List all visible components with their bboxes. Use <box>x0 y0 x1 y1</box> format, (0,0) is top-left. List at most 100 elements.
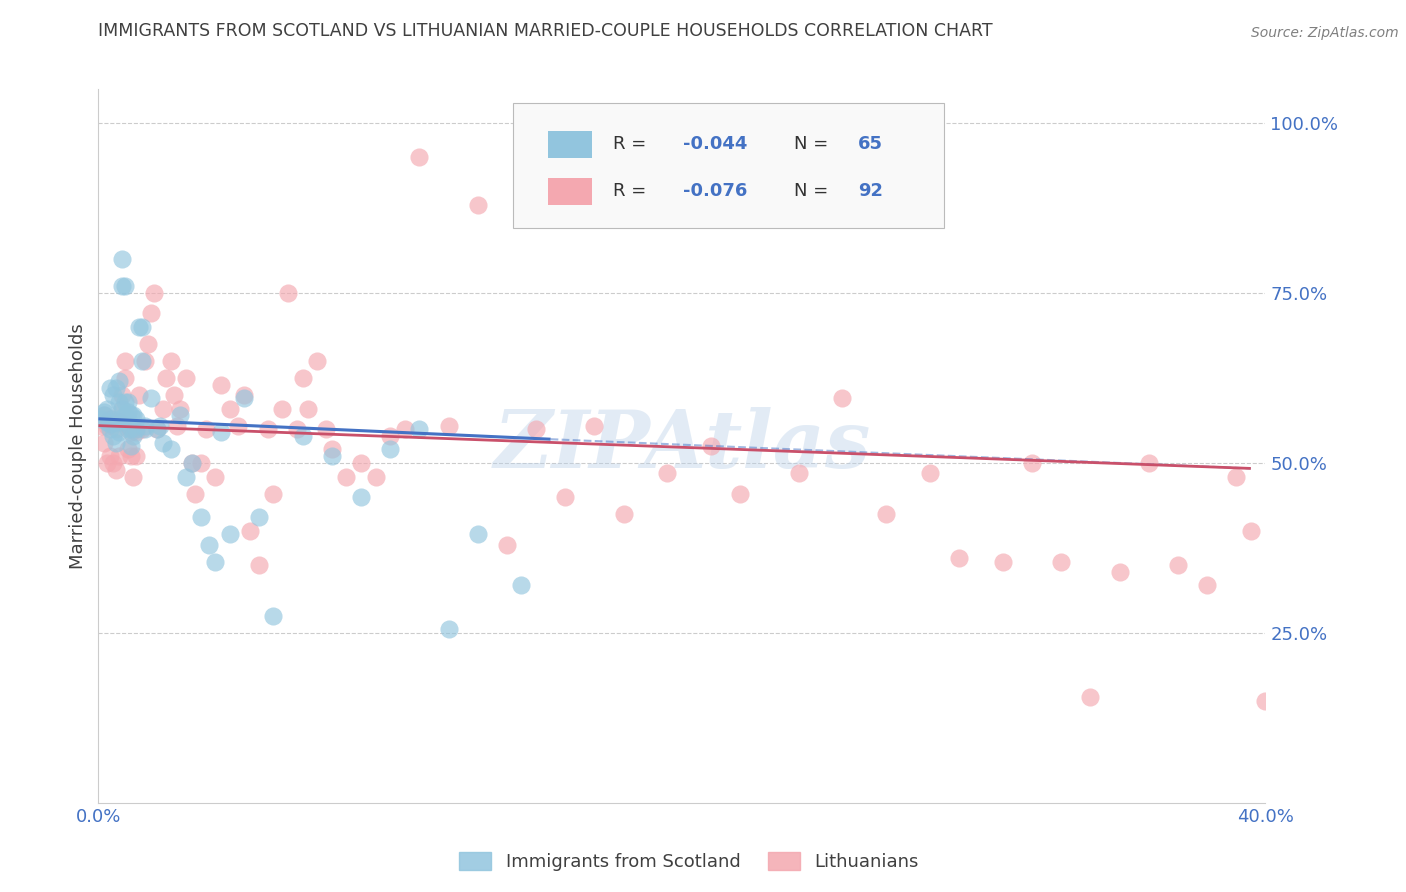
Point <box>228 418 250 433</box>
Point <box>408 150 430 164</box>
Point <box>1108 565 1130 579</box>
Point <box>1254 694 1277 708</box>
Point <box>90 418 112 433</box>
Point <box>122 469 145 483</box>
Point <box>101 412 124 426</box>
Point <box>918 466 941 480</box>
Point <box>218 401 240 416</box>
Point <box>131 354 153 368</box>
Point <box>180 456 202 470</box>
Point <box>350 490 373 504</box>
Point <box>408 422 430 436</box>
Point <box>297 401 319 416</box>
Point <box>93 409 115 423</box>
Point <box>209 377 232 392</box>
Point <box>134 354 156 368</box>
Point <box>657 466 679 480</box>
Point <box>117 405 139 419</box>
Point <box>437 623 460 637</box>
Point <box>93 435 115 450</box>
Point <box>114 409 136 423</box>
Point <box>174 469 197 483</box>
Point <box>277 286 299 301</box>
FancyBboxPatch shape <box>548 130 592 158</box>
Point <box>101 456 124 470</box>
Point <box>128 320 150 334</box>
Point <box>142 286 165 301</box>
Point <box>117 394 139 409</box>
Point <box>831 392 853 406</box>
Text: -0.076: -0.076 <box>683 182 748 200</box>
Point <box>111 388 134 402</box>
Point <box>437 418 460 433</box>
Point <box>700 439 723 453</box>
Text: IMMIGRANTS FROM SCOTLAND VS LITHUANIAN MARRIED-COUPLE HOUSEHOLDS CORRELATION CHA: IMMIGRANTS FROM SCOTLAND VS LITHUANIAN M… <box>98 22 993 40</box>
Point <box>96 401 118 416</box>
Point <box>378 429 402 443</box>
FancyBboxPatch shape <box>548 178 592 205</box>
Point <box>1167 558 1189 572</box>
Point <box>117 422 139 436</box>
Point <box>247 558 270 572</box>
Point <box>467 527 489 541</box>
Point <box>120 409 142 423</box>
Point <box>1080 690 1102 705</box>
Point <box>98 449 121 463</box>
Point <box>271 401 294 416</box>
Point <box>728 486 751 500</box>
Point <box>554 490 576 504</box>
Point <box>120 439 142 453</box>
Point <box>262 486 284 500</box>
Point <box>134 422 156 436</box>
Point <box>125 425 148 440</box>
Text: N =: N = <box>794 182 834 200</box>
Point <box>114 394 136 409</box>
Point <box>111 401 134 416</box>
Point <box>125 422 148 436</box>
Text: 65: 65 <box>858 136 883 153</box>
Point <box>256 422 278 436</box>
Point <box>104 435 127 450</box>
Point <box>1050 555 1073 569</box>
Point <box>160 442 183 457</box>
Text: R =: R = <box>613 182 652 200</box>
Point <box>96 418 118 433</box>
Point <box>190 456 212 470</box>
Point <box>117 418 139 433</box>
Point <box>98 412 121 426</box>
Point <box>1225 469 1247 483</box>
Point <box>117 442 139 457</box>
Point <box>114 279 136 293</box>
Point <box>146 422 169 436</box>
Point <box>111 415 134 429</box>
Point <box>90 412 112 426</box>
Point <box>152 401 174 416</box>
Point <box>350 456 373 470</box>
Point <box>524 422 547 436</box>
Point <box>120 425 142 440</box>
Point <box>195 422 218 436</box>
FancyBboxPatch shape <box>513 103 945 228</box>
Point <box>108 412 131 426</box>
Point <box>96 415 118 429</box>
Point <box>209 425 232 440</box>
Point <box>128 388 150 402</box>
Point <box>233 388 256 402</box>
Point <box>239 524 262 538</box>
Point <box>152 435 174 450</box>
Point <box>875 507 897 521</box>
Legend: Immigrants from Scotland, Lithuanians: Immigrants from Scotland, Lithuanians <box>451 845 927 879</box>
Point <box>139 392 162 406</box>
Text: R =: R = <box>613 136 652 153</box>
Point <box>93 409 115 423</box>
Point <box>1240 524 1263 538</box>
Point <box>166 418 188 433</box>
Point <box>111 279 134 293</box>
Point <box>149 418 172 433</box>
Point <box>262 608 284 623</box>
Point <box>122 429 145 443</box>
Point <box>134 418 156 433</box>
Point <box>111 252 134 266</box>
Point <box>104 381 127 395</box>
Point <box>136 337 159 351</box>
